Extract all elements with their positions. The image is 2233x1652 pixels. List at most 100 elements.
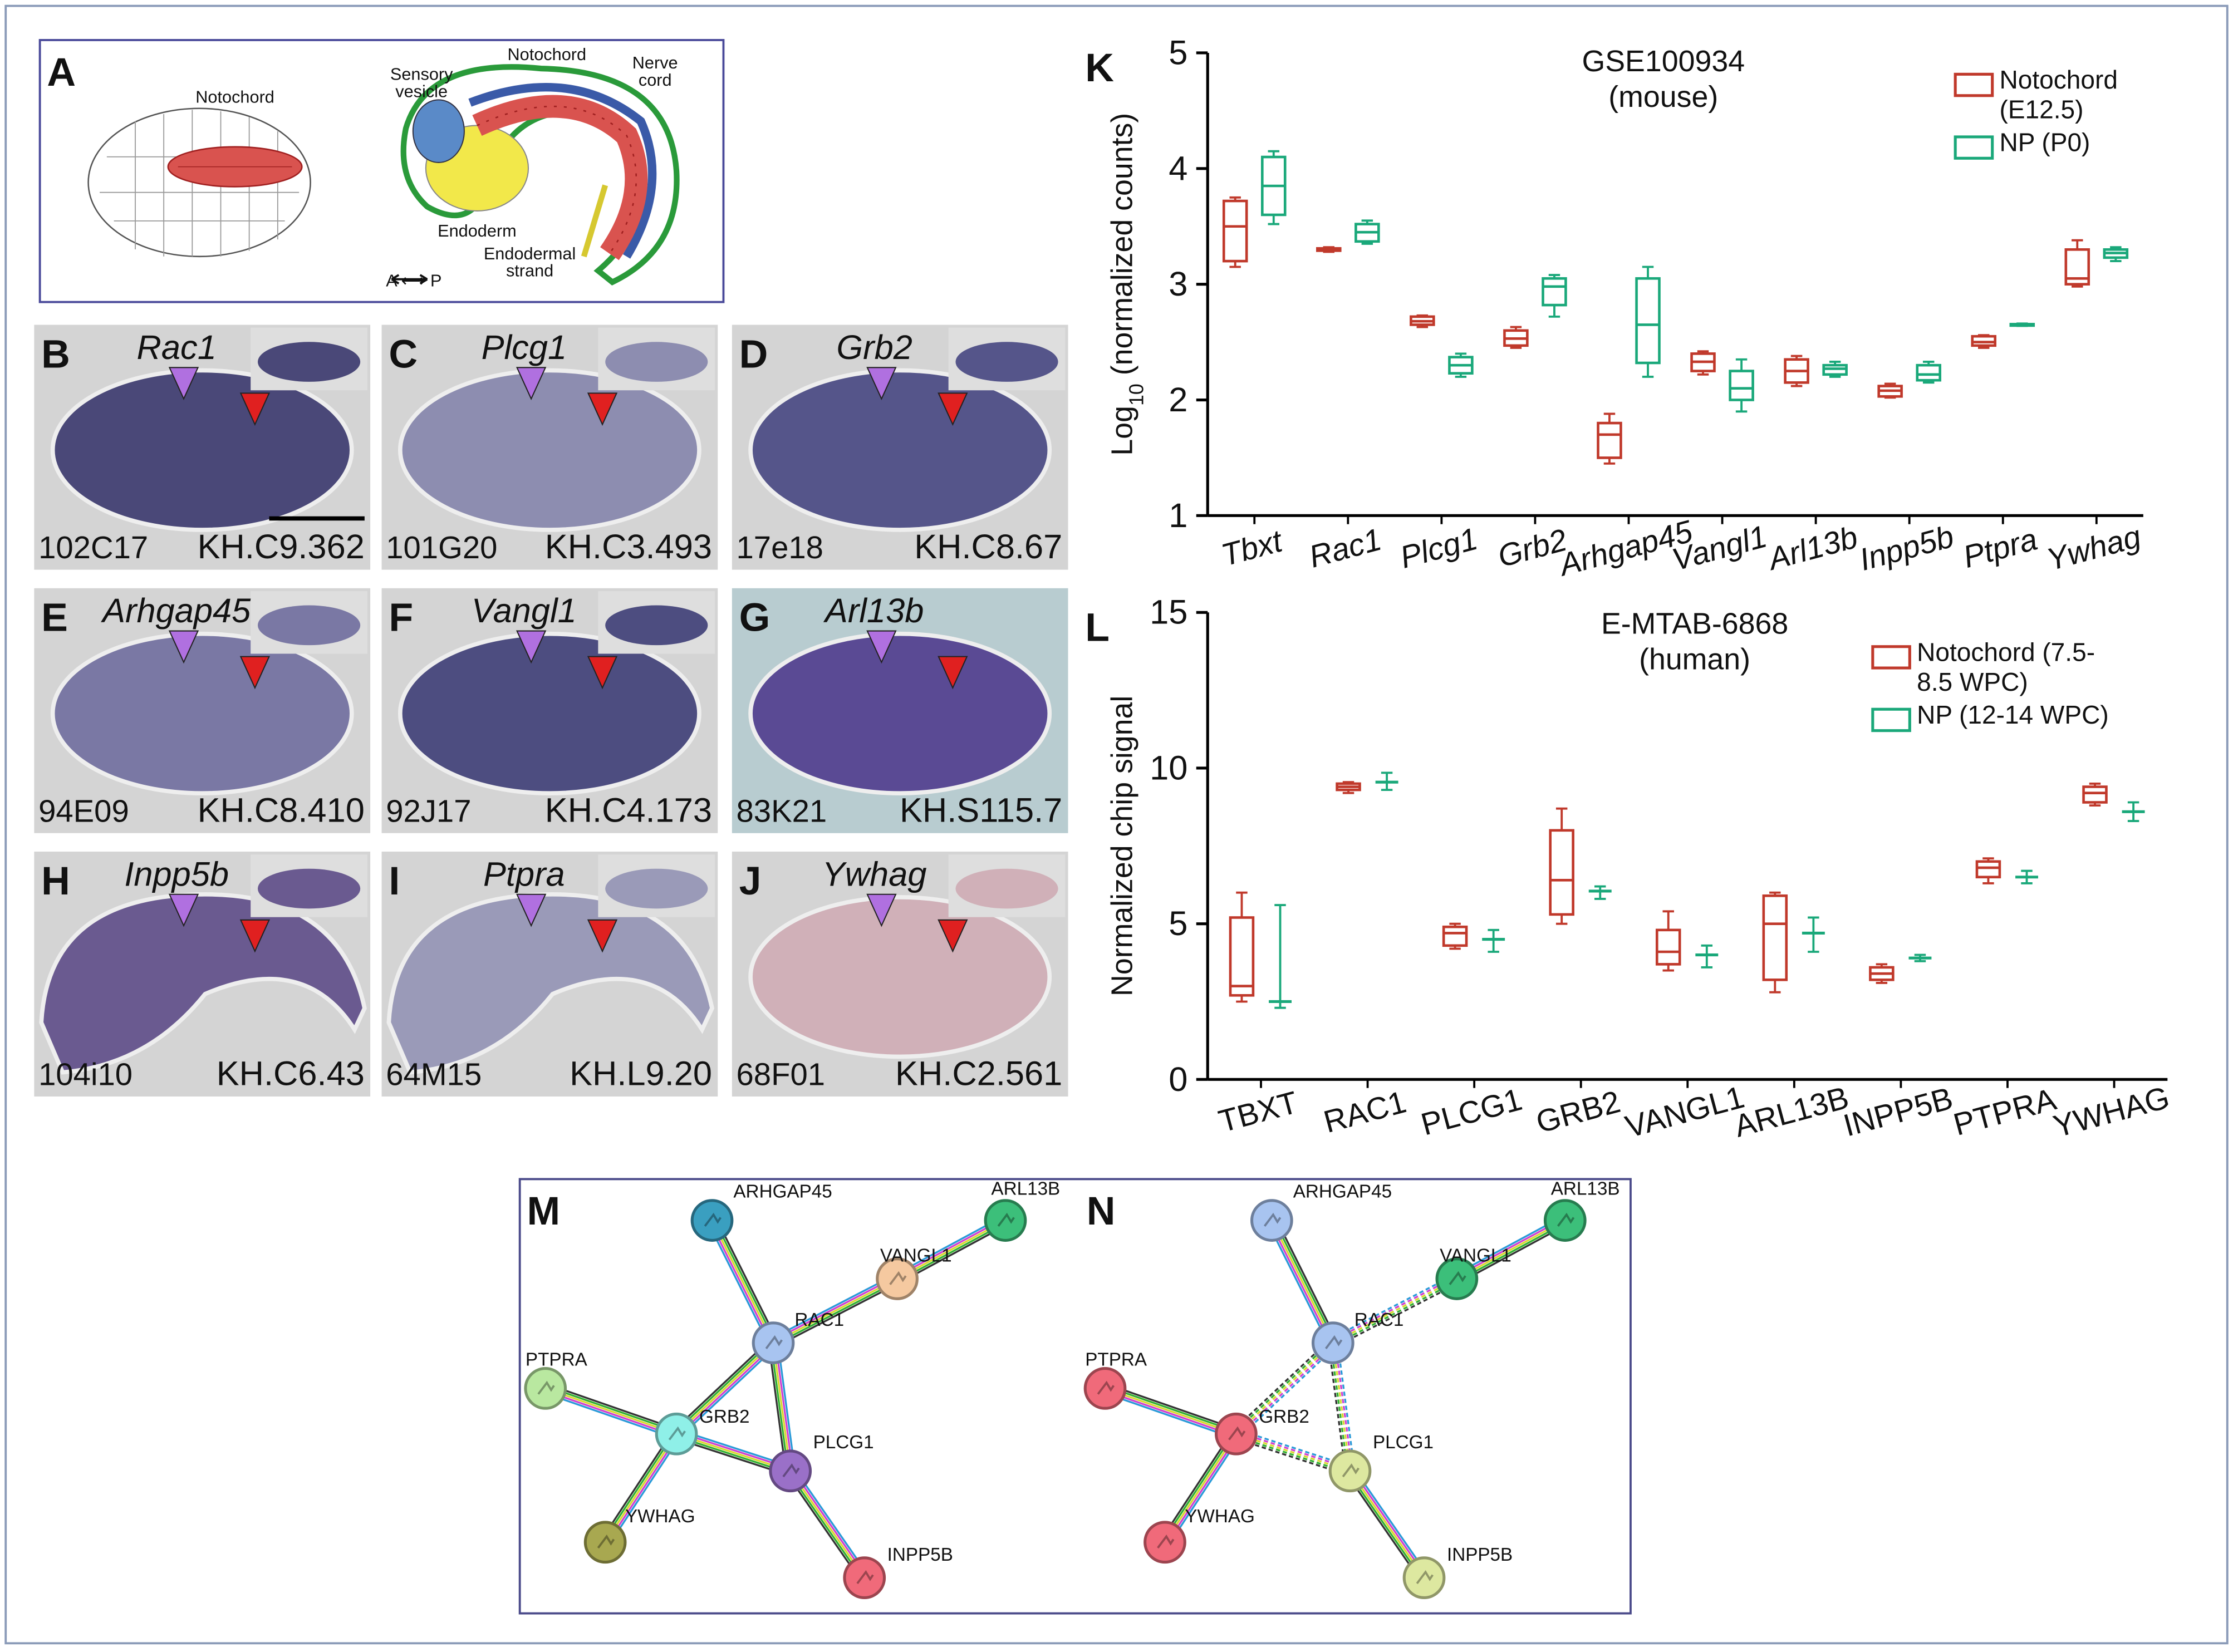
clone-id: 102C17 (38, 530, 148, 565)
y-tick-label: 5 (1169, 33, 1187, 72)
arrowhead (168, 630, 199, 664)
network-edge (1353, 1468, 1429, 1576)
legend-label-box: NP (12-14 WPC) (1917, 700, 2109, 730)
network-node (1215, 1412, 1258, 1456)
clone-id: 101G20 (386, 530, 497, 565)
chart-subtitle: (mouse) (1608, 80, 1718, 114)
network-edge (1332, 1343, 1351, 1472)
network-edge (1334, 1282, 1460, 1348)
network-edge (608, 1435, 681, 1546)
x-tick-label: Ptpra (1960, 521, 2041, 574)
y-tick-label: 1 (1169, 496, 1187, 535)
gene-model: KH.S115.7 (900, 791, 1062, 829)
network-edge (709, 1221, 772, 1345)
network-edge (677, 1344, 776, 1437)
network-edge (770, 1274, 896, 1340)
node-label: VANGL1 (880, 1246, 952, 1266)
network-edge (1330, 1274, 1455, 1340)
network-edge (1162, 1432, 1235, 1542)
arrowhead (866, 367, 897, 401)
inset-embryo (258, 342, 361, 382)
embryo (386, 892, 715, 1075)
node-label: ARHGAP45 (1293, 1182, 1392, 1202)
box (1635, 277, 1661, 365)
panel-letter: J (739, 859, 762, 903)
gene-name: Inpp5b (124, 855, 229, 893)
x-tick-label: Inpp5b (1856, 519, 1957, 577)
network-edge (546, 1385, 678, 1433)
node-glyph (537, 1380, 555, 1395)
legend-label: Notochord (7.5-8.5 WPC) (1917, 638, 2095, 697)
clone-id: 104i10 (38, 1057, 132, 1092)
x-tick-label: ARL13B (1730, 1080, 1852, 1144)
arrowhead (587, 919, 618, 953)
gene-name: Arhgap45 (100, 592, 251, 630)
diagram-label: Endoderm (438, 221, 517, 240)
axis-label: A ⟷ P (386, 271, 441, 291)
arrowhead (938, 656, 968, 690)
gene-name: Ptpra (483, 855, 565, 893)
embryo (748, 631, 1052, 796)
network-edge (789, 1470, 866, 1579)
network-edge (1160, 1430, 1233, 1541)
node-glyph (1342, 1463, 1360, 1478)
network-edge (1104, 1389, 1236, 1437)
x-tick-label: Rac1 (1306, 522, 1385, 574)
panel-letter: L (1085, 605, 1110, 650)
in-situ-panel: C Plcg1 101G20 KH.C3.493 (381, 324, 718, 570)
node-label: ARL13B (1551, 1179, 1620, 1199)
network-edge (1103, 1392, 1235, 1439)
network-node (769, 1449, 812, 1493)
legend-label: Notochord (E12.5) (1999, 66, 2118, 124)
network-edge (1232, 1339, 1331, 1432)
y-axis-label-part: Normalized chip signal (1106, 696, 1139, 996)
arrowhead (866, 893, 897, 927)
network-node (1543, 1199, 1587, 1242)
box (1975, 860, 2001, 879)
node-glyph (597, 1535, 615, 1549)
network-edge (774, 1342, 794, 1471)
network-edge (1273, 1219, 1336, 1343)
y-tick-label: 5 (1169, 904, 1187, 943)
node-label: YWHAG (1185, 1506, 1255, 1527)
x-tick-label: Plcg1 (1396, 521, 1481, 575)
network-edge (604, 1433, 678, 1543)
arrowhead (168, 367, 199, 401)
x-tick-label: VANGL1 (1622, 1079, 1748, 1144)
legend-label-box: Notochord (7.5-8.5 WPC) (1917, 638, 2095, 697)
network-edge (1345, 1473, 1421, 1581)
node-label: PLCG1 (813, 1432, 874, 1453)
network-edge (1347, 1472, 1424, 1580)
network-edge (786, 1473, 862, 1581)
arrowhead (587, 392, 618, 426)
network-edge (772, 1343, 792, 1472)
gene-name: Plcg1 (482, 328, 567, 367)
network-edge (543, 1392, 675, 1439)
network-node (984, 1199, 1027, 1242)
x-tick-label: PTPRA (1950, 1081, 2060, 1142)
network-edge (774, 1280, 899, 1346)
gene-model: KH.C9.362 (198, 528, 365, 566)
inset-embryo (955, 868, 1058, 909)
clone-id: 17e18 (737, 530, 823, 565)
box (1542, 277, 1567, 307)
network-edge (1234, 1340, 1332, 1433)
x-tick-label: YWHAG (2050, 1079, 2173, 1144)
legend-label: NP (12-14 WPC) (1917, 700, 2109, 730)
node-glyph (782, 1463, 800, 1478)
network-edge (772, 1276, 897, 1342)
in-situ-panel: E Arhgap45 94E09 KH.C8.410 (34, 588, 371, 833)
network-edge (715, 1218, 778, 1341)
network-node (1328, 1449, 1372, 1493)
x-tick-label: RAC1 (1320, 1084, 1410, 1139)
x-tick-label: Ywhag (2043, 519, 2144, 577)
legend-swatch (1871, 645, 1911, 670)
figure-border (4, 4, 2229, 1645)
x-tick-label: PLCG1 (1417, 1081, 1526, 1142)
network-edge (1164, 1433, 1237, 1543)
network-edge (1238, 1345, 1337, 1438)
panel-letter: H (41, 859, 70, 903)
network-edge (1333, 1280, 1459, 1346)
in-situ-panel: D Grb2 17e18 KH.C8.67 (732, 324, 1068, 570)
network-edge (546, 1383, 679, 1431)
